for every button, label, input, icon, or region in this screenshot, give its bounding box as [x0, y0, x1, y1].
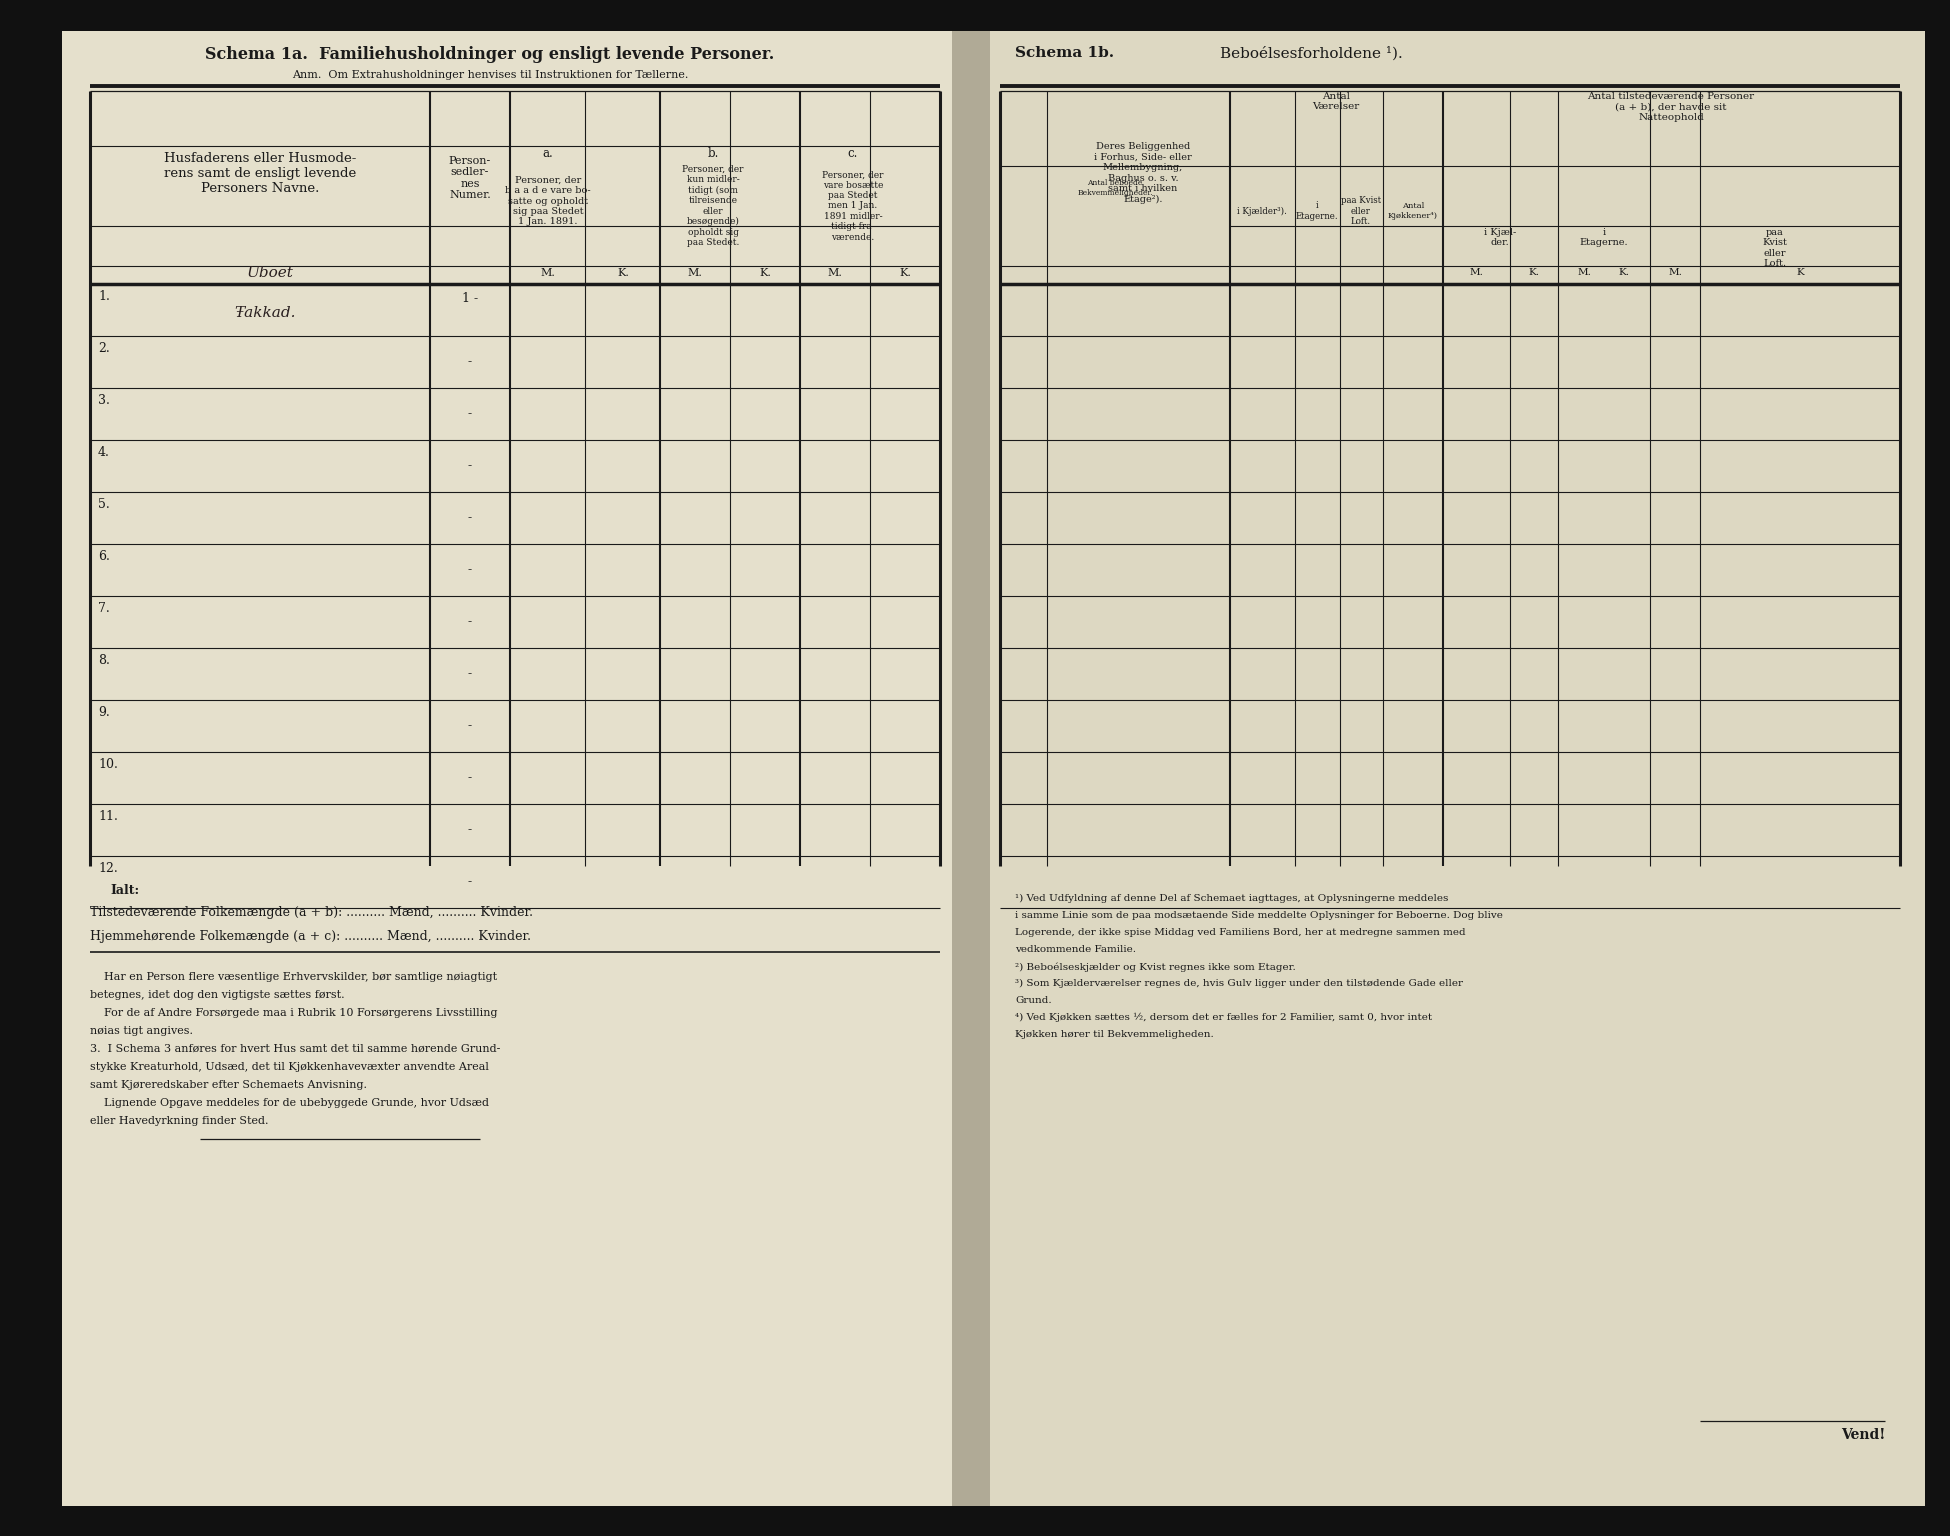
Text: Ŧakkad.: Ŧakkad. [234, 306, 296, 319]
Text: -: - [468, 407, 472, 421]
Text: 9.: 9. [98, 707, 109, 719]
Text: 1.: 1. [98, 290, 109, 303]
Text: K.: K. [899, 267, 911, 278]
Text: b.: b. [708, 147, 720, 160]
Text: For de af Andre Forsørgede maa i Rubrik 10 Forsørgerens Livsstilling: For de af Andre Forsørgede maa i Rubrik … [90, 1008, 497, 1018]
Text: Personer, der
kun midler-
tidigt (som
tilreisende
eller
besøgende)
opholdt sig
p: Personer, der kun midler- tidigt (som ti… [682, 164, 743, 247]
Text: 7.: 7. [98, 602, 109, 614]
Text: Schema 1a.  Familiehusholdninger og ensligt levende Personer.: Schema 1a. Familiehusholdninger og ensli… [205, 46, 774, 63]
Text: paa
Kvist
eller
Loft.: paa Kvist eller Loft. [1763, 227, 1788, 269]
Text: i Kjælder³).: i Kjælder³). [1236, 206, 1287, 215]
Text: M.: M. [1468, 267, 1482, 276]
Text: 4.: 4. [98, 445, 109, 459]
Text: Antal tilstedeværende Personer
(a + b), der havde sit
Natteophold: Antal tilstedeværende Personer (a + b), … [1587, 92, 1755, 121]
Text: Lignende Opgave meddeles for de ubebyggede Grunde, hvor Udsæd: Lignende Opgave meddeles for de ubebygge… [90, 1098, 489, 1107]
Text: -: - [468, 876, 472, 888]
Text: M.: M. [827, 267, 842, 278]
Text: Kjøkken hører til Bekvemmeligheden.: Kjøkken hører til Bekvemmeligheden. [1016, 1031, 1213, 1038]
Text: 2.: 2. [98, 343, 109, 355]
Text: Person-
sedler-
nes
Numer.: Person- sedler- nes Numer. [448, 155, 491, 200]
Text: Deres Beliggenhed
i Forhus, Side- eller
Mellembygning,
Baghus o. s. v.
samt i hv: Deres Beliggenhed i Forhus, Side- eller … [1094, 143, 1191, 204]
Text: vedkommende Familie.: vedkommende Familie. [1016, 945, 1137, 954]
Text: Antal
Værelser: Antal Værelser [1312, 92, 1359, 112]
Text: -: - [468, 511, 472, 524]
Text: -: - [468, 355, 472, 369]
Text: 11.: 11. [98, 809, 117, 823]
Text: -: - [468, 616, 472, 628]
Text: i Kjæl-
der.: i Kjæl- der. [1484, 227, 1517, 247]
Text: Ialt:: Ialt: [109, 885, 138, 897]
Text: Har en Person flere væsentlige Erhvervskilder, bør samtlige nøiagtigt: Har en Person flere væsentlige Erhvervsk… [90, 972, 497, 982]
Text: a.: a. [542, 147, 554, 160]
Text: -: - [468, 719, 472, 733]
Text: Husfaderens eller Husmode-
rens samt de ensligt levende
Personers Navne.: Husfaderens eller Husmode- rens samt de … [164, 152, 357, 195]
Text: i
Etagerne.: i Etagerne. [1580, 227, 1628, 247]
Bar [985, 31, 1925, 1505]
Text: M.: M. [540, 267, 556, 278]
Text: Beboélsesforholdene ¹).: Beboélsesforholdene ¹). [1221, 46, 1402, 60]
Text: 12.: 12. [98, 862, 117, 876]
Text: stykke Kreaturhold, Udsæd, det til Kjøkkenhavevæxter anvendte Areal: stykke Kreaturhold, Udsæd, det til Kjøkk… [90, 1061, 489, 1072]
Text: i samme Linie som de paa modsætaende Side meddelte Oplysninger for Beboerne. Dog: i samme Linie som de paa modsætaende Sid… [1016, 911, 1503, 920]
Text: paa Kvist
eller
Loft.: paa Kvist eller Loft. [1342, 197, 1381, 226]
Text: 1 -: 1 - [462, 292, 478, 304]
Text: Tilstedeværende Folkemængde (a + b): .......... Mænd, .......... Kvinder.: Tilstedeværende Folkemængde (a + b): ...… [90, 906, 532, 919]
Text: Uboet: Uboet [246, 266, 292, 280]
Text: -: - [468, 771, 472, 785]
Bar [62, 31, 957, 1505]
Text: Personer, der
b a a d e vare bo-
satte og opholdt
sig paa Stedet
1 Jan. 1891.: Personer, der b a a d e vare bo- satte o… [505, 175, 591, 226]
Text: Logerende, der ikke spise Middag ved Familiens Bord, her at medregne sammen med: Logerende, der ikke spise Middag ved Fam… [1016, 928, 1466, 937]
Text: 6.: 6. [98, 550, 109, 564]
Text: c.: c. [848, 147, 858, 160]
Text: Anm.  Om Extrahusholdninger henvises til Instruktionen for Tællerne.: Anm. Om Extrahusholdninger henvises til … [292, 71, 688, 80]
Text: Antal beboede
Bekvemmeligheder.: Antal beboede Bekvemmeligheder. [1076, 180, 1152, 197]
Text: M.: M. [1667, 267, 1683, 276]
Text: 3.: 3. [98, 395, 109, 407]
Text: 5.: 5. [98, 498, 109, 511]
Bar [952, 31, 991, 1505]
Text: -: - [468, 823, 472, 837]
Text: Grund.: Grund. [1016, 995, 1051, 1005]
Text: -: - [468, 564, 472, 576]
Text: -: - [468, 459, 472, 473]
Text: ³) Som Kjælderværelser regnes de, hvis Gulv ligger under den tilstødende Gade el: ³) Som Kjælderværelser regnes de, hvis G… [1016, 978, 1462, 988]
Text: -: - [468, 668, 472, 680]
Text: Antal
Kjøkkener⁴): Antal Kjøkkener⁴) [1388, 203, 1437, 220]
Text: ²) Beboélseskjælder og Kvist regnes ikke som Etager.: ²) Beboélseskjælder og Kvist regnes ikke… [1016, 962, 1295, 971]
Text: Personer, der
vare bosætte
paa Stedet
men 1 Jan.
1891 midler-
tidigt fra-
værend: Personer, der vare bosætte paa Stedet me… [823, 170, 883, 241]
Text: nøias tigt angives.: nøias tigt angives. [90, 1026, 193, 1035]
Text: K.: K. [759, 267, 770, 278]
Text: ¹) Ved Udfyldning af denne Del af Schemaet iagttages, at Oplysningerne meddeles: ¹) Ved Udfyldning af denne Del af Schema… [1016, 894, 1449, 903]
Text: samt Kjøreredskaber efter Schemaets Anvisning.: samt Kjøreredskaber efter Schemaets Anvi… [90, 1080, 367, 1091]
Text: Vend!: Vend! [1841, 1428, 1886, 1442]
Text: M.: M. [1578, 267, 1591, 276]
Text: 10.: 10. [98, 757, 117, 771]
Text: 3.  I Schema 3 anføres for hvert Hus samt det til samme hørende Grund-: 3. I Schema 3 anføres for hvert Hus samt… [90, 1044, 501, 1054]
Text: Hjemmehørende Folkemængde (a + c): .......... Mænd, .......... Kvinder.: Hjemmehørende Folkemængde (a + c): .....… [90, 929, 530, 943]
Text: i
Etagerne.: i Etagerne. [1295, 201, 1338, 221]
Text: K.: K. [1618, 267, 1630, 276]
Text: 8.: 8. [98, 654, 109, 667]
Text: ⁴) Ved Kjøkken sættes ½, dersom det er fælles for 2 Familier, samt 0, hvor intet: ⁴) Ved Kjøkken sættes ½, dersom det er f… [1016, 1014, 1431, 1023]
Text: M.: M. [688, 267, 702, 278]
Text: K: K [1796, 267, 1804, 276]
Text: eller Havedyrkning finder Sted.: eller Havedyrkning finder Sted. [90, 1117, 269, 1126]
Text: betegnes, idet dog den vigtigste sættes først.: betegnes, idet dog den vigtigste sættes … [90, 991, 345, 1000]
Text: K.: K. [616, 267, 630, 278]
Text: Schema 1b.: Schema 1b. [1016, 46, 1113, 60]
Text: K.: K. [1529, 267, 1539, 276]
